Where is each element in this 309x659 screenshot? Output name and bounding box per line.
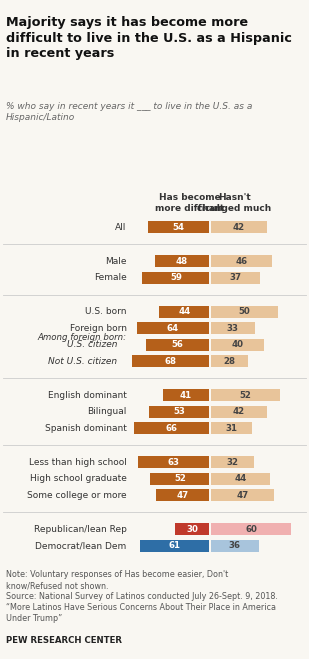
FancyBboxPatch shape: [132, 355, 210, 367]
Text: 53: 53: [173, 407, 185, 416]
FancyBboxPatch shape: [149, 406, 210, 418]
FancyBboxPatch shape: [175, 523, 210, 535]
Text: Not U.S. citizen: Not U.S. citizen: [48, 357, 117, 366]
Text: Among foreign born:: Among foreign born:: [38, 333, 127, 342]
Text: Note: Voluntary responses of Has become easier, Don't
know/Refused not shown.
So: Note: Voluntary responses of Has become …: [6, 570, 278, 623]
Text: Some college or more: Some college or more: [27, 491, 127, 500]
Text: 50: 50: [239, 308, 250, 316]
FancyBboxPatch shape: [211, 221, 267, 233]
Text: 32: 32: [226, 458, 238, 467]
FancyBboxPatch shape: [137, 322, 210, 334]
FancyBboxPatch shape: [142, 272, 210, 284]
Text: 46: 46: [235, 257, 248, 266]
FancyBboxPatch shape: [150, 473, 210, 485]
Text: PEW RESEARCH CENTER: PEW RESEARCH CENTER: [6, 635, 122, 645]
Text: 42: 42: [233, 223, 245, 232]
Text: 66: 66: [166, 424, 178, 433]
Text: 33: 33: [227, 324, 239, 333]
FancyBboxPatch shape: [163, 389, 210, 401]
FancyBboxPatch shape: [211, 422, 252, 434]
Text: Democrat/lean Dem: Democrat/lean Dem: [36, 542, 127, 550]
Text: Foreign born: Foreign born: [70, 324, 127, 333]
FancyBboxPatch shape: [211, 272, 260, 284]
Text: Republican/lean Rep: Republican/lean Rep: [34, 525, 127, 534]
Text: 47: 47: [176, 491, 189, 500]
Text: 37: 37: [230, 273, 242, 282]
Text: 48: 48: [176, 257, 188, 266]
FancyBboxPatch shape: [211, 339, 264, 351]
Text: 28: 28: [224, 357, 235, 366]
FancyBboxPatch shape: [211, 456, 254, 469]
FancyBboxPatch shape: [211, 489, 274, 501]
Text: U.S. citizen: U.S. citizen: [67, 341, 117, 349]
Text: 40: 40: [232, 341, 243, 349]
Text: 61: 61: [169, 542, 181, 550]
FancyBboxPatch shape: [140, 540, 210, 552]
Text: Bilingual: Bilingual: [87, 407, 127, 416]
FancyBboxPatch shape: [148, 221, 210, 233]
FancyBboxPatch shape: [211, 473, 270, 485]
FancyBboxPatch shape: [211, 523, 291, 535]
Text: U.S. born: U.S. born: [85, 308, 127, 316]
Text: 52: 52: [240, 391, 252, 400]
Text: 41: 41: [180, 391, 192, 400]
Text: 44: 44: [234, 474, 246, 483]
FancyBboxPatch shape: [155, 255, 210, 268]
Text: % who say in recent years it ___ to live in the U.S. as a
Hispanic/Latino: % who say in recent years it ___ to live…: [6, 102, 252, 123]
Text: 68: 68: [165, 357, 177, 366]
FancyBboxPatch shape: [159, 306, 210, 318]
Text: English dominant: English dominant: [48, 391, 127, 400]
Text: 64: 64: [167, 324, 179, 333]
Text: 44: 44: [178, 308, 190, 316]
Text: 47: 47: [236, 491, 248, 500]
Text: Female: Female: [94, 273, 127, 282]
Text: Has become
more difficult: Has become more difficult: [155, 192, 224, 213]
FancyBboxPatch shape: [211, 306, 278, 318]
FancyBboxPatch shape: [138, 456, 210, 469]
FancyBboxPatch shape: [211, 406, 267, 418]
Text: Spanish dominant: Spanish dominant: [45, 424, 127, 433]
Text: Male: Male: [105, 257, 127, 266]
FancyBboxPatch shape: [146, 339, 210, 351]
Text: Less than high school: Less than high school: [29, 458, 127, 467]
FancyBboxPatch shape: [211, 540, 259, 552]
Text: All: All: [115, 223, 127, 232]
FancyBboxPatch shape: [134, 422, 210, 434]
Text: 56: 56: [171, 341, 184, 349]
Text: Majority says it has become more
difficult to live in the U.S. as a Hispanic
in : Majority says it has become more difficu…: [6, 16, 292, 61]
Text: 31: 31: [226, 424, 238, 433]
Text: 52: 52: [174, 474, 186, 483]
FancyBboxPatch shape: [211, 389, 280, 401]
Text: 63: 63: [167, 458, 180, 467]
Text: 36: 36: [229, 542, 241, 550]
FancyBboxPatch shape: [156, 489, 210, 501]
FancyBboxPatch shape: [211, 255, 272, 268]
Text: 54: 54: [173, 223, 185, 232]
FancyBboxPatch shape: [211, 322, 255, 334]
Text: 30: 30: [186, 525, 198, 534]
Text: High school graduate: High school graduate: [30, 474, 127, 483]
Text: 60: 60: [245, 525, 257, 534]
Text: 42: 42: [233, 407, 245, 416]
Text: Hasn't
changed much: Hasn't changed much: [197, 192, 271, 213]
FancyBboxPatch shape: [211, 355, 248, 367]
Text: 59: 59: [170, 273, 182, 282]
